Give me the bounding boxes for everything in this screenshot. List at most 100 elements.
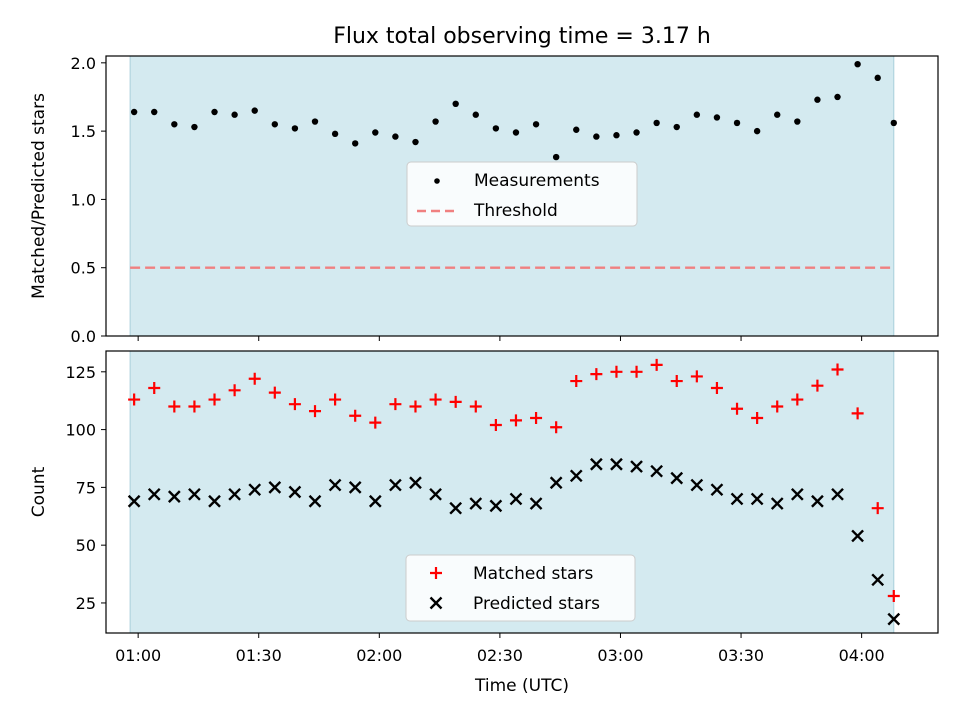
predicted-star-point — [549, 476, 563, 490]
predicted-star-point — [208, 494, 221, 508]
y-tick-label: 0.5 — [71, 259, 96, 278]
matched-star-point — [429, 393, 442, 406]
matched-star-point — [887, 590, 900, 603]
legend-label: Measurements — [474, 171, 600, 191]
predicted-star-point — [871, 573, 885, 587]
measurement-point — [673, 123, 680, 131]
measurement-point — [532, 121, 540, 128]
matched-star-point — [610, 365, 623, 378]
matched-star-point — [329, 393, 342, 406]
matched-star-point — [288, 398, 301, 411]
matched-star-point — [670, 375, 683, 388]
measurement-point — [633, 129, 640, 136]
matched-star-point — [831, 363, 844, 376]
matched-star-point — [731, 402, 744, 415]
measurement-point — [733, 119, 741, 127]
matched-star-point — [751, 412, 764, 425]
y-tick-label: 1.0 — [71, 190, 96, 209]
predicted-star-point — [368, 494, 382, 508]
matched-star-point — [650, 358, 663, 371]
legend: Matched stars Predicted stars — [405, 554, 636, 622]
y-tick-label: 25 — [76, 594, 96, 613]
measurement-point — [191, 123, 198, 131]
measurement-point — [372, 129, 379, 136]
measurement-point — [713, 114, 721, 121]
measurement-point — [211, 108, 218, 116]
axes-frame — [105, 350, 939, 634]
measurement-point — [130, 108, 138, 116]
y-tick-label: 2.0 — [71, 54, 96, 73]
predicted-star-point — [167, 490, 181, 503]
matched-star-point — [268, 386, 281, 399]
matched-star-point — [449, 395, 462, 408]
matched-star-point — [489, 418, 502, 431]
matched-star-point — [871, 502, 884, 515]
legend-marker-measurements — [434, 178, 440, 184]
matched-star-point — [128, 393, 141, 406]
measurement-point — [392, 133, 399, 140]
measurement-point — [774, 111, 781, 118]
chart-title: Flux total observing time = 3.17 h — [333, 24, 711, 49]
measurement-point — [231, 111, 238, 118]
top-panel: 0.0 0.5 1.0 1.5 2.0 Matched/Predicted stars Me… — [29, 54, 939, 346]
legend-box — [405, 554, 636, 622]
matched-star-point — [530, 412, 543, 425]
predicted-star-point — [288, 485, 302, 499]
measurement-point — [311, 118, 319, 125]
measurement-point — [890, 119, 897, 127]
measurement-point — [653, 119, 660, 127]
predicted-star-point — [348, 481, 362, 494]
y-tick-label: 0.0 — [71, 327, 96, 346]
predicted-star-point — [650, 464, 663, 478]
predicted-star-point — [308, 494, 322, 508]
y-tick-label: 100 — [65, 421, 96, 440]
predicted-star-point — [469, 497, 483, 510]
legend-label: Predicted stars — [473, 594, 600, 614]
predicted-star-point — [248, 483, 262, 497]
predicted-star-point — [569, 469, 583, 483]
predicted-star-point — [790, 487, 804, 501]
matched-star-point — [590, 368, 603, 381]
measurement-point — [331, 130, 339, 138]
predicted-star-point — [770, 497, 784, 510]
predicted-star-point — [188, 487, 201, 501]
y-tick-label: 50 — [76, 536, 96, 555]
measurement-point — [874, 74, 881, 82]
predicted-star-point — [147, 487, 161, 501]
x-tick-label: 04:00 — [839, 646, 885, 665]
measurement-point — [271, 121, 279, 128]
y-tick-label: 1.5 — [71, 122, 96, 141]
measurement-point — [492, 125, 500, 132]
predicted-star-point — [449, 501, 463, 515]
matched-star-point — [469, 400, 482, 413]
legend-box — [406, 161, 638, 227]
predicted-star-point — [630, 460, 643, 473]
x-tick-label: 02:30 — [477, 646, 523, 665]
legend-marker-predicted — [429, 596, 443, 610]
predicted-star-point — [750, 492, 764, 506]
measurement-point — [291, 125, 299, 132]
predicted-star-point — [489, 499, 503, 513]
legend: Measurements Threshold — [406, 161, 638, 227]
matched-star-point — [550, 421, 563, 434]
predicted-star-point — [851, 529, 864, 543]
measurement-point — [351, 140, 359, 147]
measurement-point — [432, 118, 439, 125]
y-axis-label: Matched/Predicted stars — [29, 93, 49, 299]
legend-label: Matched stars — [473, 564, 593, 584]
predicted-star-point — [529, 497, 543, 510]
matched-star-point — [570, 375, 583, 388]
matched-star-point — [168, 400, 181, 413]
measurement-point — [151, 108, 158, 116]
measurement-point — [251, 107, 258, 114]
measurement-point — [171, 121, 178, 128]
measurement-point — [573, 126, 580, 133]
predicted-star-point — [710, 483, 724, 497]
matched-star-point — [148, 381, 161, 394]
predicted-star-point — [228, 487, 241, 501]
x-axis-label: Time (UTC) — [474, 676, 569, 696]
measurement-point — [472, 111, 479, 118]
matched-star-point — [208, 393, 221, 406]
y-axis-label: Count — [29, 466, 49, 517]
